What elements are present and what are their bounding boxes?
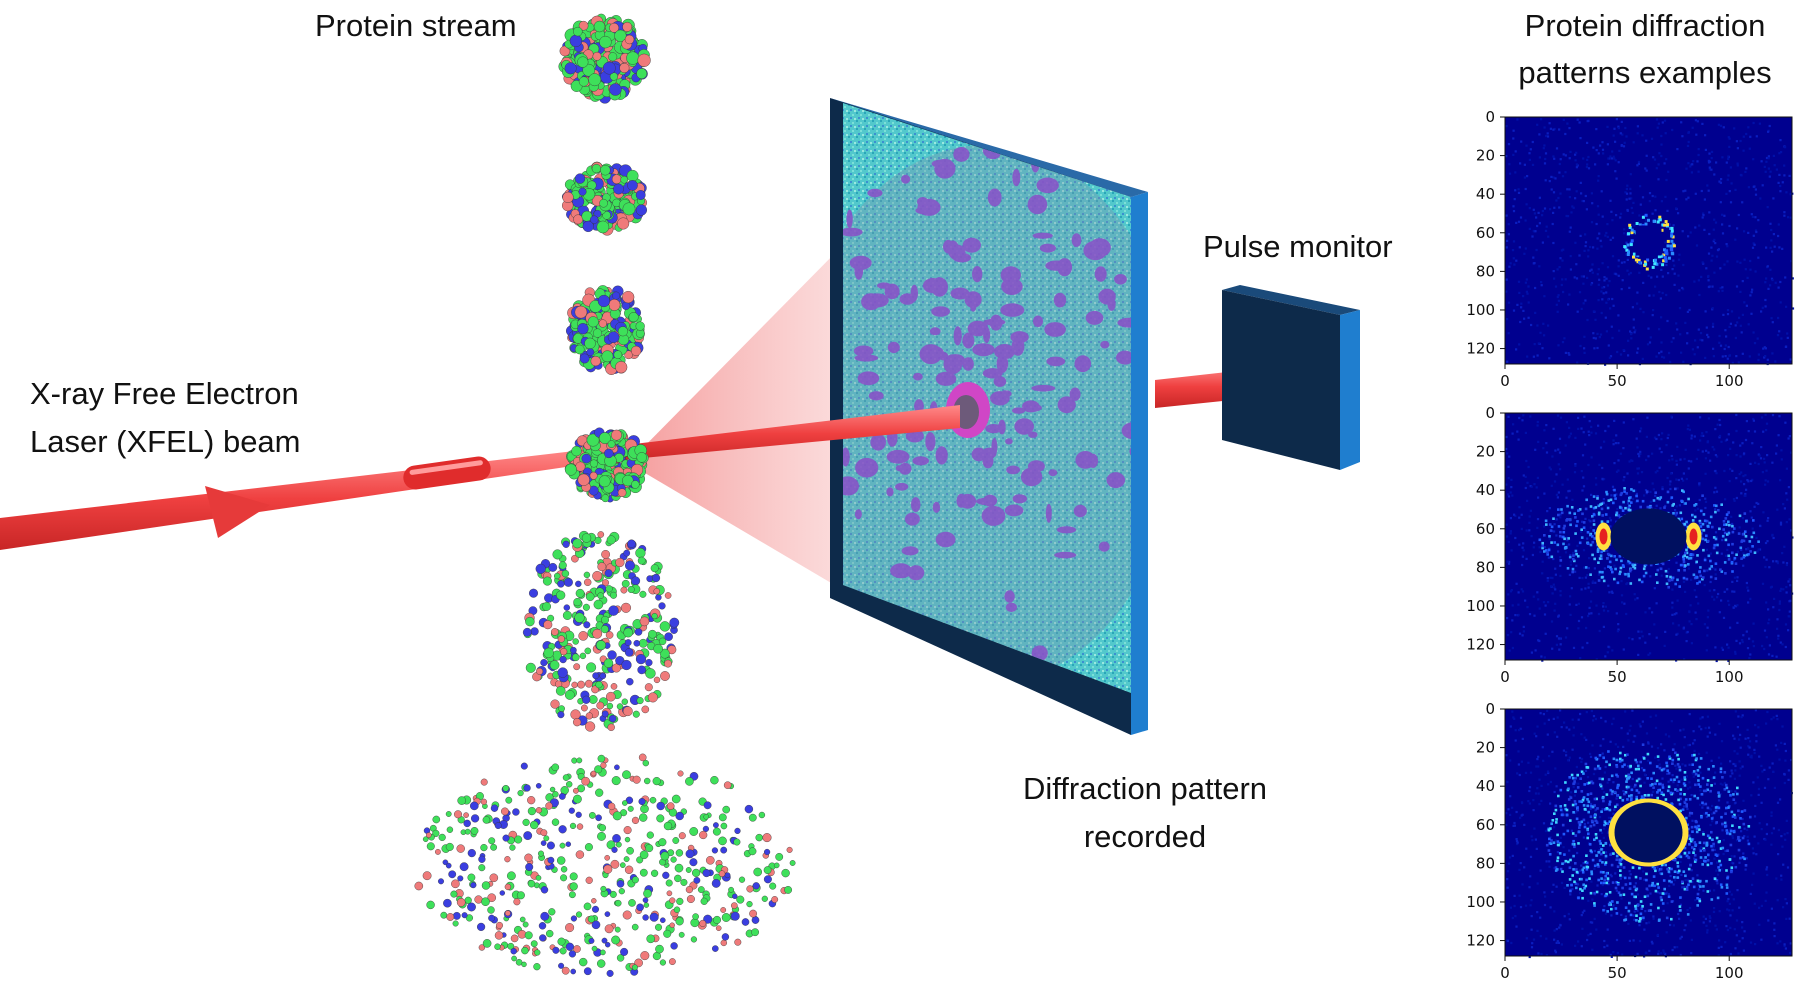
pulse-monitor-label: Pulse monitor (1203, 229, 1393, 264)
y-tick-label: 60 (1476, 520, 1495, 538)
x-tick-label: 100 (1715, 964, 1744, 982)
xfel-beam (0, 448, 600, 550)
x-tick-label: 0 (1500, 668, 1510, 686)
y-tick-label: 40 (1476, 777, 1495, 795)
diffraction-label-line1: Diffraction pattern (1022, 771, 1268, 806)
y-tick-label: 40 (1476, 185, 1495, 203)
panel-1: 0 20 40 60 80 100 120 0 50 100 (1466, 108, 1795, 390)
y-tick-label: 60 (1476, 224, 1495, 242)
y-tick-label: 20 (1476, 443, 1495, 461)
y-tick-label: 80 (1476, 854, 1495, 872)
panel-2: 0 20 40 60 80 100 120 0 50 100 (1466, 404, 1794, 686)
y-tick-label: 120 (1466, 932, 1495, 950)
protein-cluster-3 (566, 285, 645, 375)
y-tick-label: 100 (1466, 597, 1495, 615)
y-tick-label: 60 (1476, 816, 1495, 834)
y-tick-label: 80 (1476, 262, 1495, 280)
protein-cluster-5 (522, 530, 680, 732)
examples-title-line1: Protein diffraction (1524, 8, 1766, 43)
y-tick-label: 0 (1485, 404, 1495, 422)
y-tick-label: 100 (1466, 301, 1495, 319)
protein-cluster-2 (562, 161, 648, 236)
diffraction-label-line2: recorded (1083, 819, 1207, 854)
pulse-monitor-box (1222, 285, 1360, 470)
detector-panel (830, 98, 1148, 735)
x-tick-label: 100 (1715, 668, 1744, 686)
xfel-beam-label-line2: Laser (XFEL) beam (30, 424, 301, 459)
protein-cluster-1 (558, 13, 651, 104)
y-tick-label: 80 (1476, 558, 1495, 576)
x-tick-label: 50 (1608, 668, 1627, 686)
scatter-cone (628, 245, 843, 590)
y-tick-label: 120 (1466, 636, 1495, 654)
protein-stream-label: Protein stream (315, 8, 517, 43)
y-tick-label: 20 (1476, 739, 1495, 757)
diffraction-example-panels: 0 20 40 60 80 100 120 0 50 100 0 20 40 60 80 100 120 0 50 1… (1466, 108, 1795, 982)
panel-3: 0 20 40 60 80 100 120 0 50 100 (1466, 700, 1793, 982)
x-tick-label: 50 (1608, 372, 1627, 390)
y-tick-label: 0 (1485, 700, 1495, 718)
y-tick-label: 100 (1466, 893, 1495, 911)
x-tick-label: 0 (1500, 964, 1510, 982)
protein-stream-clusters (414, 13, 796, 977)
x-tick-label: 100 (1715, 372, 1744, 390)
protein-cluster-4 (564, 427, 649, 503)
protein-cluster-6 (414, 753, 796, 977)
y-tick-label: 20 (1476, 147, 1495, 165)
xfel-beam-label-line1: X-ray Free Electron (30, 376, 299, 411)
y-tick-label: 120 (1466, 340, 1495, 358)
x-tick-label: 50 (1608, 964, 1627, 982)
y-tick-label: 40 (1476, 481, 1495, 499)
y-tick-label: 0 (1485, 108, 1495, 126)
x-tick-label: 0 (1500, 372, 1510, 390)
examples-title-line2: patterns examples (1518, 55, 1772, 90)
